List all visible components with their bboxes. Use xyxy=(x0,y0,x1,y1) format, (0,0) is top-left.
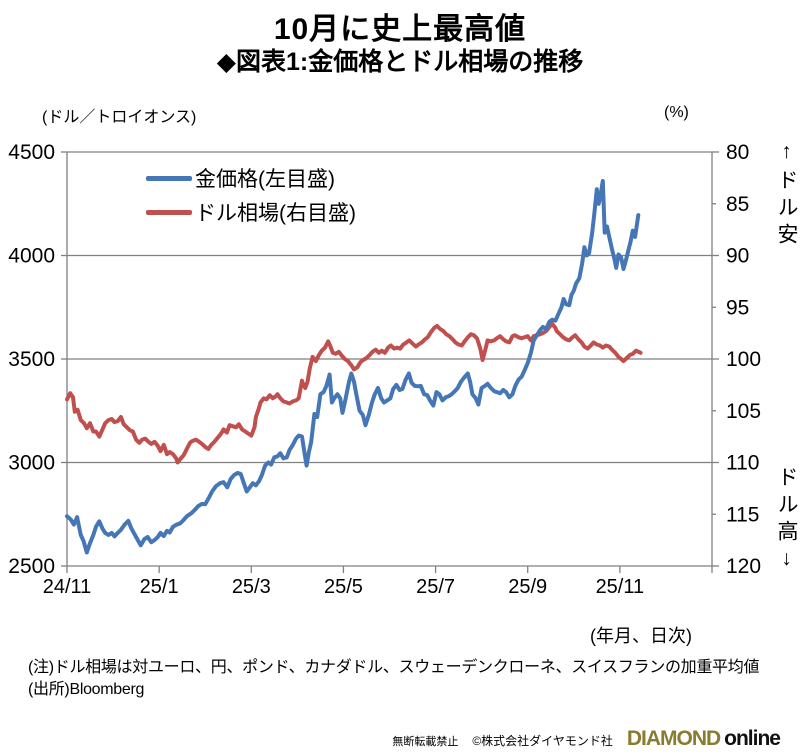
dollar-strong-annotation: ドル高↓ xyxy=(775,466,798,576)
right-tick-label: 95 xyxy=(726,296,749,319)
right-tick-label: 115 xyxy=(726,503,759,526)
copyright-text: ©株式会社ダイヤモンド社 xyxy=(472,734,613,748)
legend: 金価格(左目盛) ドル相場(右目盛) xyxy=(146,166,356,234)
gold-line-swatch xyxy=(146,175,192,181)
x-tick-label: 25/3 xyxy=(232,576,271,598)
right-tick-label: 110 xyxy=(726,452,759,475)
left-axis-unit-label: (ドル／トロイオンス) xyxy=(42,109,197,126)
right-axis-unit-label: (%) xyxy=(664,104,689,121)
legend-label-gold: 金価格(左目盛) xyxy=(195,168,335,191)
x-tick-label: 25/1 xyxy=(140,576,179,598)
legend-item-gold: 金価格(左目盛) xyxy=(146,166,356,191)
note-line: (注)ドル相場は対ユーロ、円、ポンド、カナダドル、スウェーデンクローネ、スイスフ… xyxy=(28,659,760,676)
left-tick-label: 3500 xyxy=(8,348,55,371)
legend-label-dollar: ドル相場(右目盛) xyxy=(195,202,356,225)
right-tick-label: 105 xyxy=(726,400,761,423)
gold-price-line xyxy=(65,179,641,555)
logo-online-text: online xyxy=(724,727,781,750)
dollar-line-swatch xyxy=(146,209,192,215)
x-tick-label: 25/5 xyxy=(324,576,363,598)
right-tick-label: 90 xyxy=(726,245,749,268)
x-tick-label: 25/11 xyxy=(596,576,645,598)
left-tick-label: 3000 xyxy=(8,452,55,475)
right-tick-label: 85 xyxy=(726,193,749,216)
chart-subtitle: ◆図表1:金価格とドル相場の推移 xyxy=(216,48,584,76)
left-tick-label: 4000 xyxy=(8,245,55,268)
diamond-online-logo: DIAMOND online xyxy=(626,727,781,751)
source-line: (出所)Bloomberg xyxy=(28,681,145,698)
right-tick-label: 120 xyxy=(726,555,761,578)
reprint-prohibited-notice: 無断転載禁止 xyxy=(392,736,459,748)
page-title: 10月に史上最高値 xyxy=(273,13,527,46)
legend-item-dollar: ドル相場(右目盛) xyxy=(146,200,356,225)
dollar-index-line xyxy=(65,321,643,465)
x-axis-caption: (年月、日次) xyxy=(590,626,692,646)
x-tick-label: 25/9 xyxy=(508,576,547,598)
x-tick-label: 24/11 xyxy=(43,576,92,598)
footer: 無断転載禁止 ©株式会社ダイヤモンド社 DIAMOND online xyxy=(392,727,781,751)
dollar-weak-annotation: ↑ドル安 xyxy=(775,140,798,250)
x-tick-label: 25/7 xyxy=(416,576,455,598)
logo-diamond-text: DIAMOND xyxy=(626,727,721,750)
right-tick-label: 100 xyxy=(726,348,761,371)
chart-notes: (注)ドル相場は対ユーロ、円、ポンド、カナダドル、スウェーデンクローネ、スイスフ… xyxy=(28,657,759,701)
right-tick-label: 80 xyxy=(726,141,749,164)
left-tick-label: 4500 xyxy=(8,141,55,164)
left-tick-label: 2500 xyxy=(8,555,55,578)
